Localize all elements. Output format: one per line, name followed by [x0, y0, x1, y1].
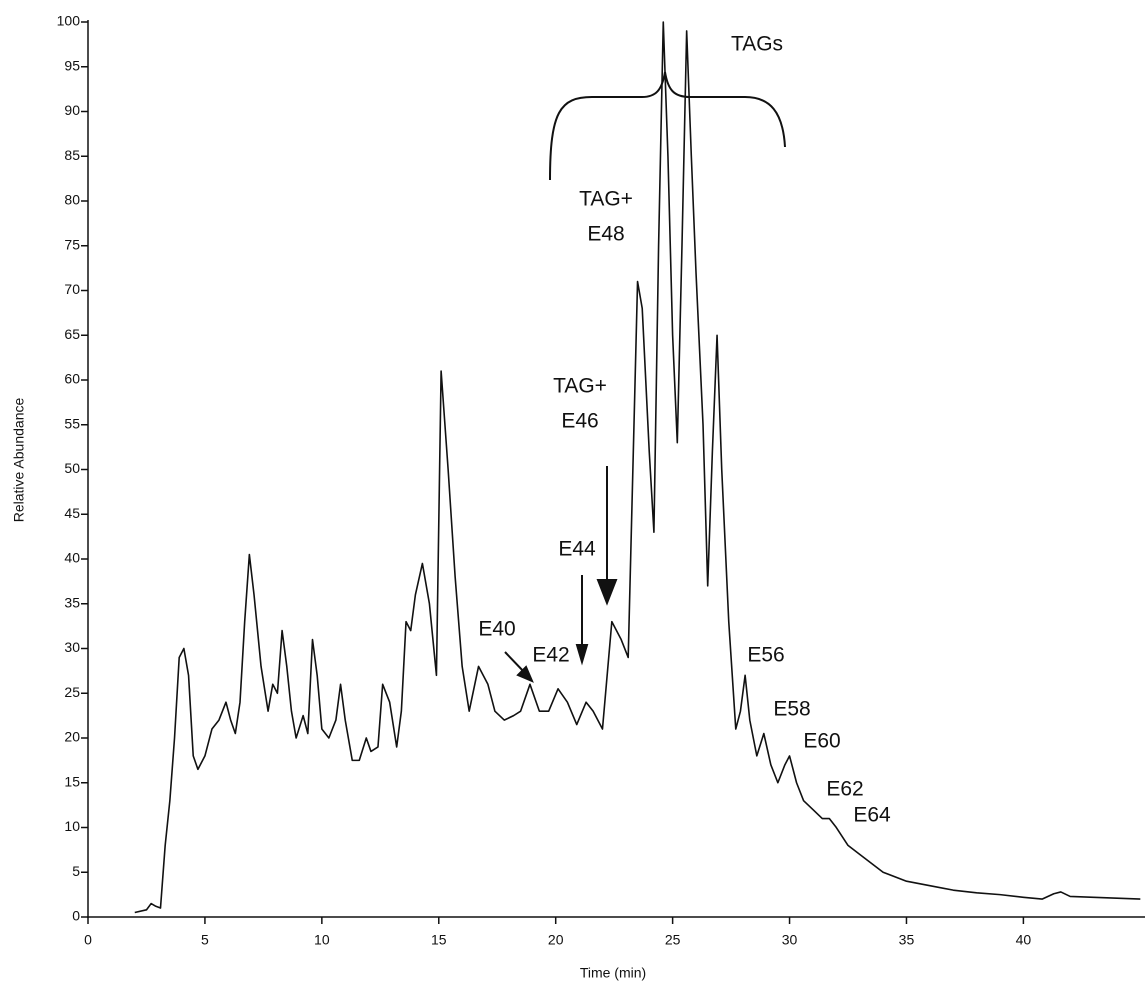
x-tick-label: 30 — [782, 932, 798, 948]
y-tick-label: 0 — [72, 908, 80, 924]
x-tick-label: 20 — [548, 932, 564, 948]
annotation: TAGs — [731, 33, 783, 56]
arrow-head — [516, 665, 534, 683]
annotation: E42 — [532, 644, 569, 667]
y-tick-label: 45 — [64, 505, 80, 521]
y-tick-label: 25 — [64, 684, 80, 700]
annotation: E60 — [803, 730, 840, 753]
x-axis-label: Time (min) — [580, 965, 646, 981]
arrow-head — [596, 579, 618, 606]
x-tick-label: 40 — [1016, 932, 1032, 948]
annotation: TAG+ — [553, 375, 607, 398]
y-tick-label: 75 — [64, 236, 80, 252]
annotations: TAGs TAG+ E48 TAG+ E46 E44 E40 E42 E56 E58 E60 E62 E… — [478, 33, 891, 827]
y-tick-label: 100 — [57, 13, 81, 29]
annotation: E44 — [558, 538, 596, 561]
x-tick-label: 15 — [431, 932, 447, 948]
y-tick-label: 60 — [64, 371, 80, 387]
x-tick-label: 25 — [665, 932, 681, 948]
y-tick-label: 85 — [64, 147, 80, 163]
y-tick-label: 50 — [64, 460, 80, 476]
y-tick-label: 30 — [64, 639, 80, 655]
arrow-head — [575, 644, 589, 666]
trace-line — [134, 21, 1141, 914]
annotation: TAG+ — [579, 188, 633, 211]
y-tick-label: 15 — [64, 773, 80, 789]
y-axis-label: Relative Abundance — [11, 398, 27, 523]
y-tick-label: 55 — [64, 415, 80, 431]
y-tick-label: 5 — [72, 863, 80, 879]
annotation: E46 — [561, 410, 598, 433]
y-tick-label: 70 — [64, 281, 80, 297]
x-tick-label: 35 — [899, 932, 915, 948]
annotation: E58 — [773, 698, 810, 721]
x-tick-label: 10 — [314, 932, 330, 948]
x-tick-label: 5 — [201, 932, 209, 948]
y-tick-label: 35 — [64, 594, 80, 610]
annotation: E64 — [853, 804, 891, 827]
annotation: E62 — [826, 778, 863, 801]
arrows — [504, 466, 618, 683]
y-tick-label: 90 — [64, 102, 80, 118]
annotation: E40 — [478, 618, 515, 641]
annotation: E56 — [747, 644, 784, 667]
annotation: E48 — [587, 223, 624, 246]
y-tick-label: 20 — [64, 729, 80, 745]
y-tick-label: 80 — [64, 192, 80, 208]
y-tick-label: 10 — [64, 818, 80, 834]
y-tick-label: 65 — [64, 326, 80, 342]
x-tick-label: 0 — [84, 932, 92, 948]
y-tick-label: 40 — [64, 550, 80, 566]
y-tick-label: 95 — [64, 57, 80, 73]
